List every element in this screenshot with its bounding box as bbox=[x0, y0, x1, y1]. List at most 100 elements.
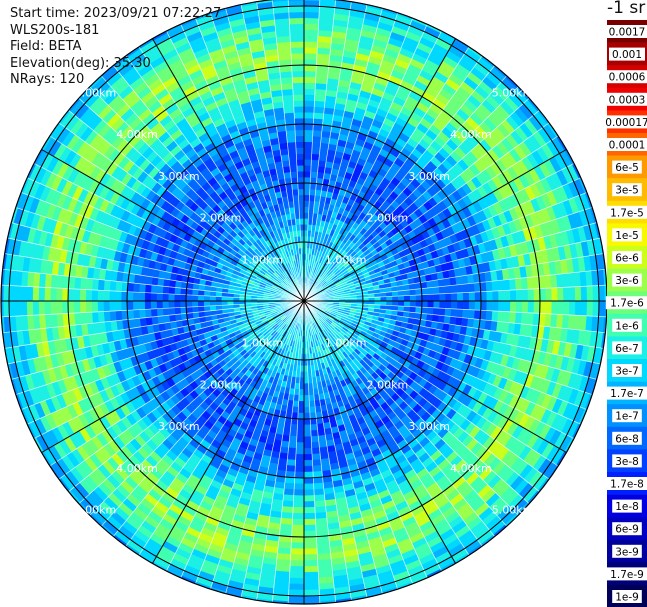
beta-cell bbox=[521, 300, 529, 313]
beta-cell bbox=[303, 400, 310, 408]
beta-cell bbox=[415, 288, 423, 296]
beta-cell bbox=[85, 289, 93, 302]
beta-cell bbox=[586, 300, 594, 317]
beta-cell bbox=[312, 129, 323, 137]
beta-cell bbox=[311, 153, 320, 161]
beta-cell bbox=[403, 300, 411, 307]
beta-cell bbox=[303, 471, 314, 479]
beta-cell bbox=[303, 94, 316, 101]
beta-cell bbox=[44, 287, 51, 302]
beta-cell bbox=[280, 511, 294, 520]
beta-cell bbox=[191, 289, 199, 296]
beta-cell bbox=[132, 282, 140, 293]
beta-cell bbox=[303, 76, 316, 84]
beta-cell bbox=[403, 305, 411, 313]
beta-cell bbox=[427, 293, 435, 302]
beta-cell bbox=[421, 287, 428, 296]
beta-cell bbox=[303, 5, 320, 13]
beta-cell bbox=[303, 589, 320, 597]
beta-cell bbox=[191, 300, 199, 308]
beta-cell bbox=[291, 536, 305, 544]
beta-cell bbox=[392, 295, 399, 302]
beta-cell bbox=[303, 495, 315, 502]
beta-cell bbox=[409, 294, 417, 302]
beta-cell bbox=[120, 291, 128, 302]
beta-cell bbox=[403, 295, 411, 302]
beta-cell bbox=[109, 280, 117, 292]
beta-cell bbox=[303, 565, 319, 573]
beta-cell bbox=[97, 279, 105, 291]
beta-cell bbox=[462, 283, 470, 293]
beta-cell bbox=[308, 194, 316, 202]
beta-cell bbox=[303, 88, 316, 96]
beta-cell bbox=[197, 295, 205, 302]
beta-cell bbox=[586, 285, 594, 302]
beta-cell bbox=[79, 289, 87, 302]
beta-cell bbox=[156, 293, 163, 302]
beta-cell bbox=[120, 300, 128, 311]
beta-cell bbox=[310, 423, 318, 431]
beta-cell bbox=[168, 300, 175, 309]
beta-cell bbox=[303, 64, 317, 72]
beta-cell bbox=[292, 518, 305, 526]
beta-cell bbox=[527, 288, 535, 302]
beta-cell bbox=[439, 293, 446, 302]
beta-cell bbox=[303, 424, 312, 432]
beta-cell bbox=[486, 290, 494, 302]
beta-cell bbox=[50, 287, 57, 302]
beta-cell bbox=[520, 277, 529, 290]
beta-cell bbox=[439, 300, 446, 309]
beta-cell bbox=[303, 577, 320, 585]
beta-cell bbox=[592, 285, 600, 302]
beta-cell bbox=[97, 300, 104, 313]
beta-cell bbox=[227, 296, 234, 302]
beta-cell bbox=[14, 285, 22, 302]
beta-cell bbox=[91, 289, 99, 302]
beta-cell bbox=[73, 300, 81, 314]
beta-cell bbox=[294, 471, 305, 479]
beta-cell bbox=[303, 194, 310, 202]
beta-cell bbox=[303, 182, 311, 190]
beta-cell bbox=[156, 308, 164, 317]
beta-cell bbox=[79, 300, 87, 313]
beta-cell bbox=[303, 147, 313, 154]
beta-cell bbox=[295, 453, 305, 461]
beta-cell bbox=[67, 288, 75, 302]
beta-cell bbox=[533, 300, 541, 314]
beta-cell bbox=[386, 296, 393, 302]
beta-cell bbox=[287, 447, 297, 455]
beta-cell bbox=[303, 571, 319, 579]
beta-cell bbox=[303, 206, 310, 213]
beta-cell bbox=[185, 300, 193, 308]
beta-cell bbox=[85, 277, 94, 291]
beta-cell bbox=[221, 296, 228, 302]
beta-cell bbox=[132, 291, 140, 302]
beta-cell bbox=[374, 296, 381, 302]
beta-cell bbox=[497, 310, 505, 323]
beta-cell bbox=[296, 436, 305, 443]
beta-cell bbox=[91, 311, 99, 324]
beta-cell bbox=[303, 406, 311, 414]
beta-cell bbox=[485, 281, 493, 292]
beta-cell bbox=[215, 300, 222, 306]
beta-cell bbox=[303, 530, 317, 538]
beta-cell bbox=[288, 595, 305, 603]
beta-cell bbox=[303, 100, 315, 107]
beta-cell bbox=[319, 0, 336, 2]
beta-cell bbox=[545, 300, 553, 315]
beta-cell bbox=[138, 309, 146, 319]
beta-cell bbox=[314, 94, 326, 102]
beta-cell bbox=[574, 300, 582, 316]
beta-cell bbox=[309, 412, 317, 420]
beta-cell bbox=[197, 300, 205, 307]
beta-cell bbox=[138, 300, 146, 310]
beta-cell bbox=[313, 488, 325, 496]
beta-cell bbox=[311, 147, 321, 155]
beta-cell bbox=[303, 536, 317, 544]
beta-cell bbox=[293, 495, 305, 502]
beta-cell bbox=[415, 306, 423, 314]
beta-cell bbox=[313, 100, 326, 108]
beta-cell bbox=[288, 441, 297, 449]
beta-cell bbox=[296, 442, 305, 449]
beta-cell bbox=[303, 176, 311, 184]
